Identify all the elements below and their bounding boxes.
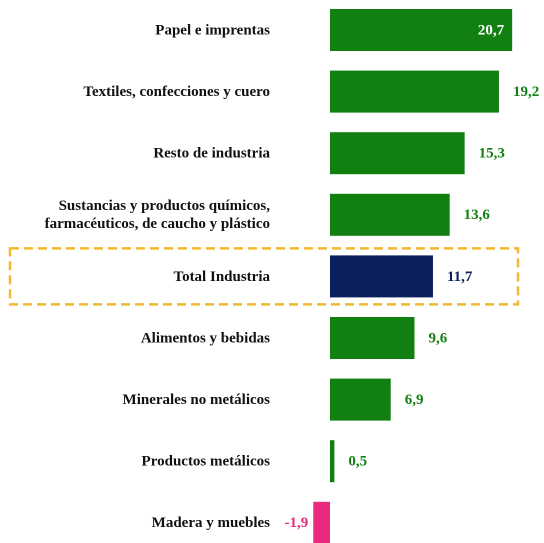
category-label: Textiles, confecciones y cuero	[83, 84, 270, 100]
bar	[330, 440, 335, 483]
bar	[330, 378, 391, 421]
value-label: 6,9	[405, 392, 424, 408]
category-label: Sustancias y productos químicos, farmacéu…	[45, 198, 271, 232]
value-label: 19,2	[513, 84, 539, 100]
category-label: Total Industria	[173, 269, 270, 285]
bar	[330, 193, 450, 236]
value-label: 0,5	[348, 454, 367, 470]
value-label: -1,9	[285, 515, 309, 531]
category-label: Minerales no metálicos	[123, 392, 271, 408]
value-label: 13,6	[464, 207, 491, 223]
category-label: Productos metálicos	[142, 454, 271, 470]
bar	[330, 70, 499, 113]
value-label: 11,7	[447, 269, 473, 285]
value-label: 15,3	[479, 146, 505, 162]
category-label: Papel e imprentas	[155, 22, 270, 38]
value-label: 20,7	[478, 22, 505, 38]
bar	[313, 501, 330, 543]
bar	[330, 9, 513, 51]
category-label: Madera y muebles	[152, 515, 270, 531]
bar	[330, 132, 465, 175]
value-label: 9,6	[428, 330, 447, 346]
category-label: Alimentos y bebidas	[141, 330, 270, 346]
bar	[330, 317, 415, 359]
category-label: Resto de industria	[153, 146, 270, 162]
bar	[330, 255, 433, 298]
highlight-box	[8, 247, 520, 306]
